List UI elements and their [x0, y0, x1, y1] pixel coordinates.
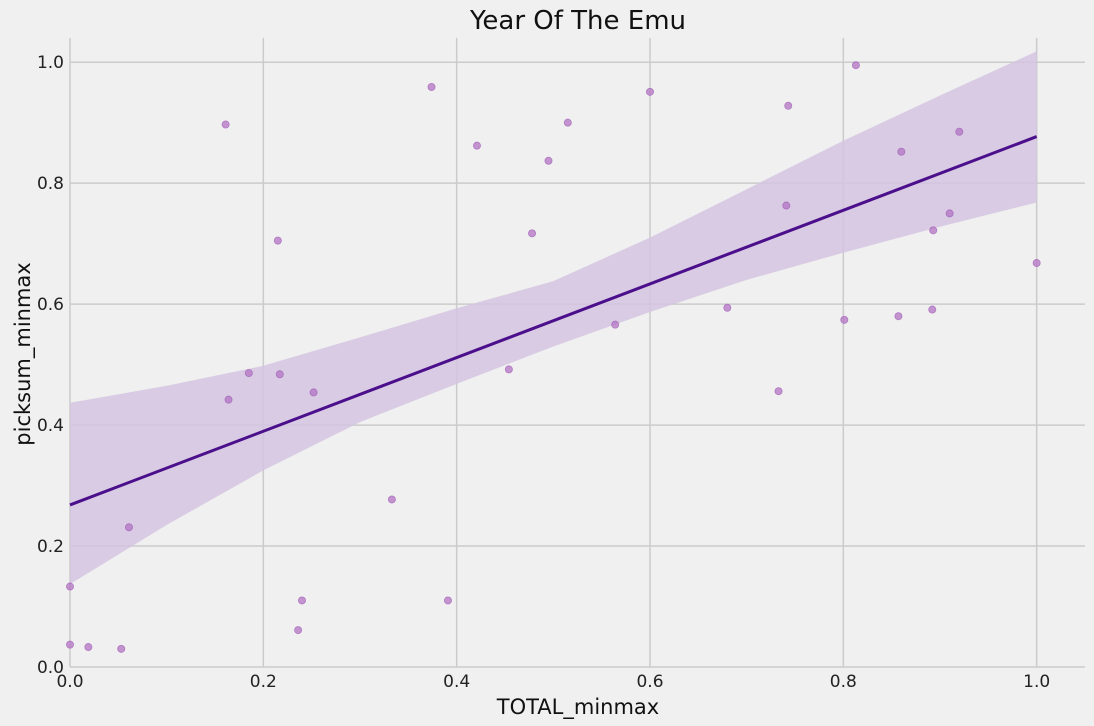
data-point: [897, 147, 906, 156]
data-point: [528, 229, 537, 238]
data-point: [221, 120, 230, 129]
data-point: [244, 369, 253, 378]
x-tick-label: 0.4: [443, 672, 470, 692]
data-point: [851, 61, 860, 70]
data-point: [309, 388, 318, 397]
data-point: [1032, 258, 1041, 267]
data-point: [224, 395, 233, 404]
data-point: [66, 640, 75, 649]
data-point: [66, 582, 75, 591]
data-point: [117, 644, 126, 653]
x-axis-label: TOTAL_minmax: [496, 695, 659, 720]
regression-line: [69, 135, 1038, 507]
data-point: [929, 226, 938, 235]
y-tick-label: 0.4: [37, 416, 64, 436]
y-tick-label: 1.0: [37, 53, 64, 73]
x-tick-label: 1.0: [1023, 672, 1050, 692]
y-axis-label: picksum_minmax: [11, 262, 36, 445]
data-point: [955, 127, 964, 136]
data-point: [928, 305, 937, 314]
data-point: [387, 495, 396, 504]
x-tick-label: 0.0: [56, 672, 83, 692]
data-points: [66, 61, 1041, 653]
data-point: [646, 87, 655, 96]
y-tick-label: 0.2: [37, 537, 64, 557]
confidence-band: [70, 51, 1037, 585]
data-point: [723, 303, 732, 312]
data-point: [297, 596, 306, 605]
y-tick-label: 0.8: [37, 174, 64, 194]
data-point: [544, 156, 553, 165]
data-point: [472, 141, 481, 150]
data-point: [945, 209, 954, 218]
data-point: [784, 101, 793, 110]
data-point: [275, 370, 284, 379]
chart-title: Year Of The Emu: [469, 6, 686, 36]
data-point: [124, 523, 133, 532]
data-point: [443, 596, 452, 605]
data-point: [774, 387, 783, 396]
data-point: [563, 118, 572, 127]
x-tick-label: 0.2: [250, 672, 277, 692]
data-point: [504, 365, 513, 374]
data-point: [294, 626, 303, 635]
x-tick-label: 0.6: [636, 672, 663, 692]
data-point: [894, 312, 903, 321]
y-tick-labels: 0.0 0.2 0.4 0.6 0.8 1.0: [37, 53, 64, 678]
data-point: [427, 82, 436, 91]
data-point: [840, 315, 849, 324]
data-point: [273, 236, 282, 245]
data-point: [84, 643, 93, 652]
y-tick-label: 0.0: [37, 658, 64, 678]
data-point: [782, 201, 791, 210]
x-tick-label: 0.8: [830, 672, 857, 692]
data-point: [611, 320, 620, 329]
x-tick-labels: 0.0 0.2 0.4 0.6 0.8 1.0: [56, 672, 1050, 692]
y-tick-label: 0.6: [37, 295, 64, 315]
